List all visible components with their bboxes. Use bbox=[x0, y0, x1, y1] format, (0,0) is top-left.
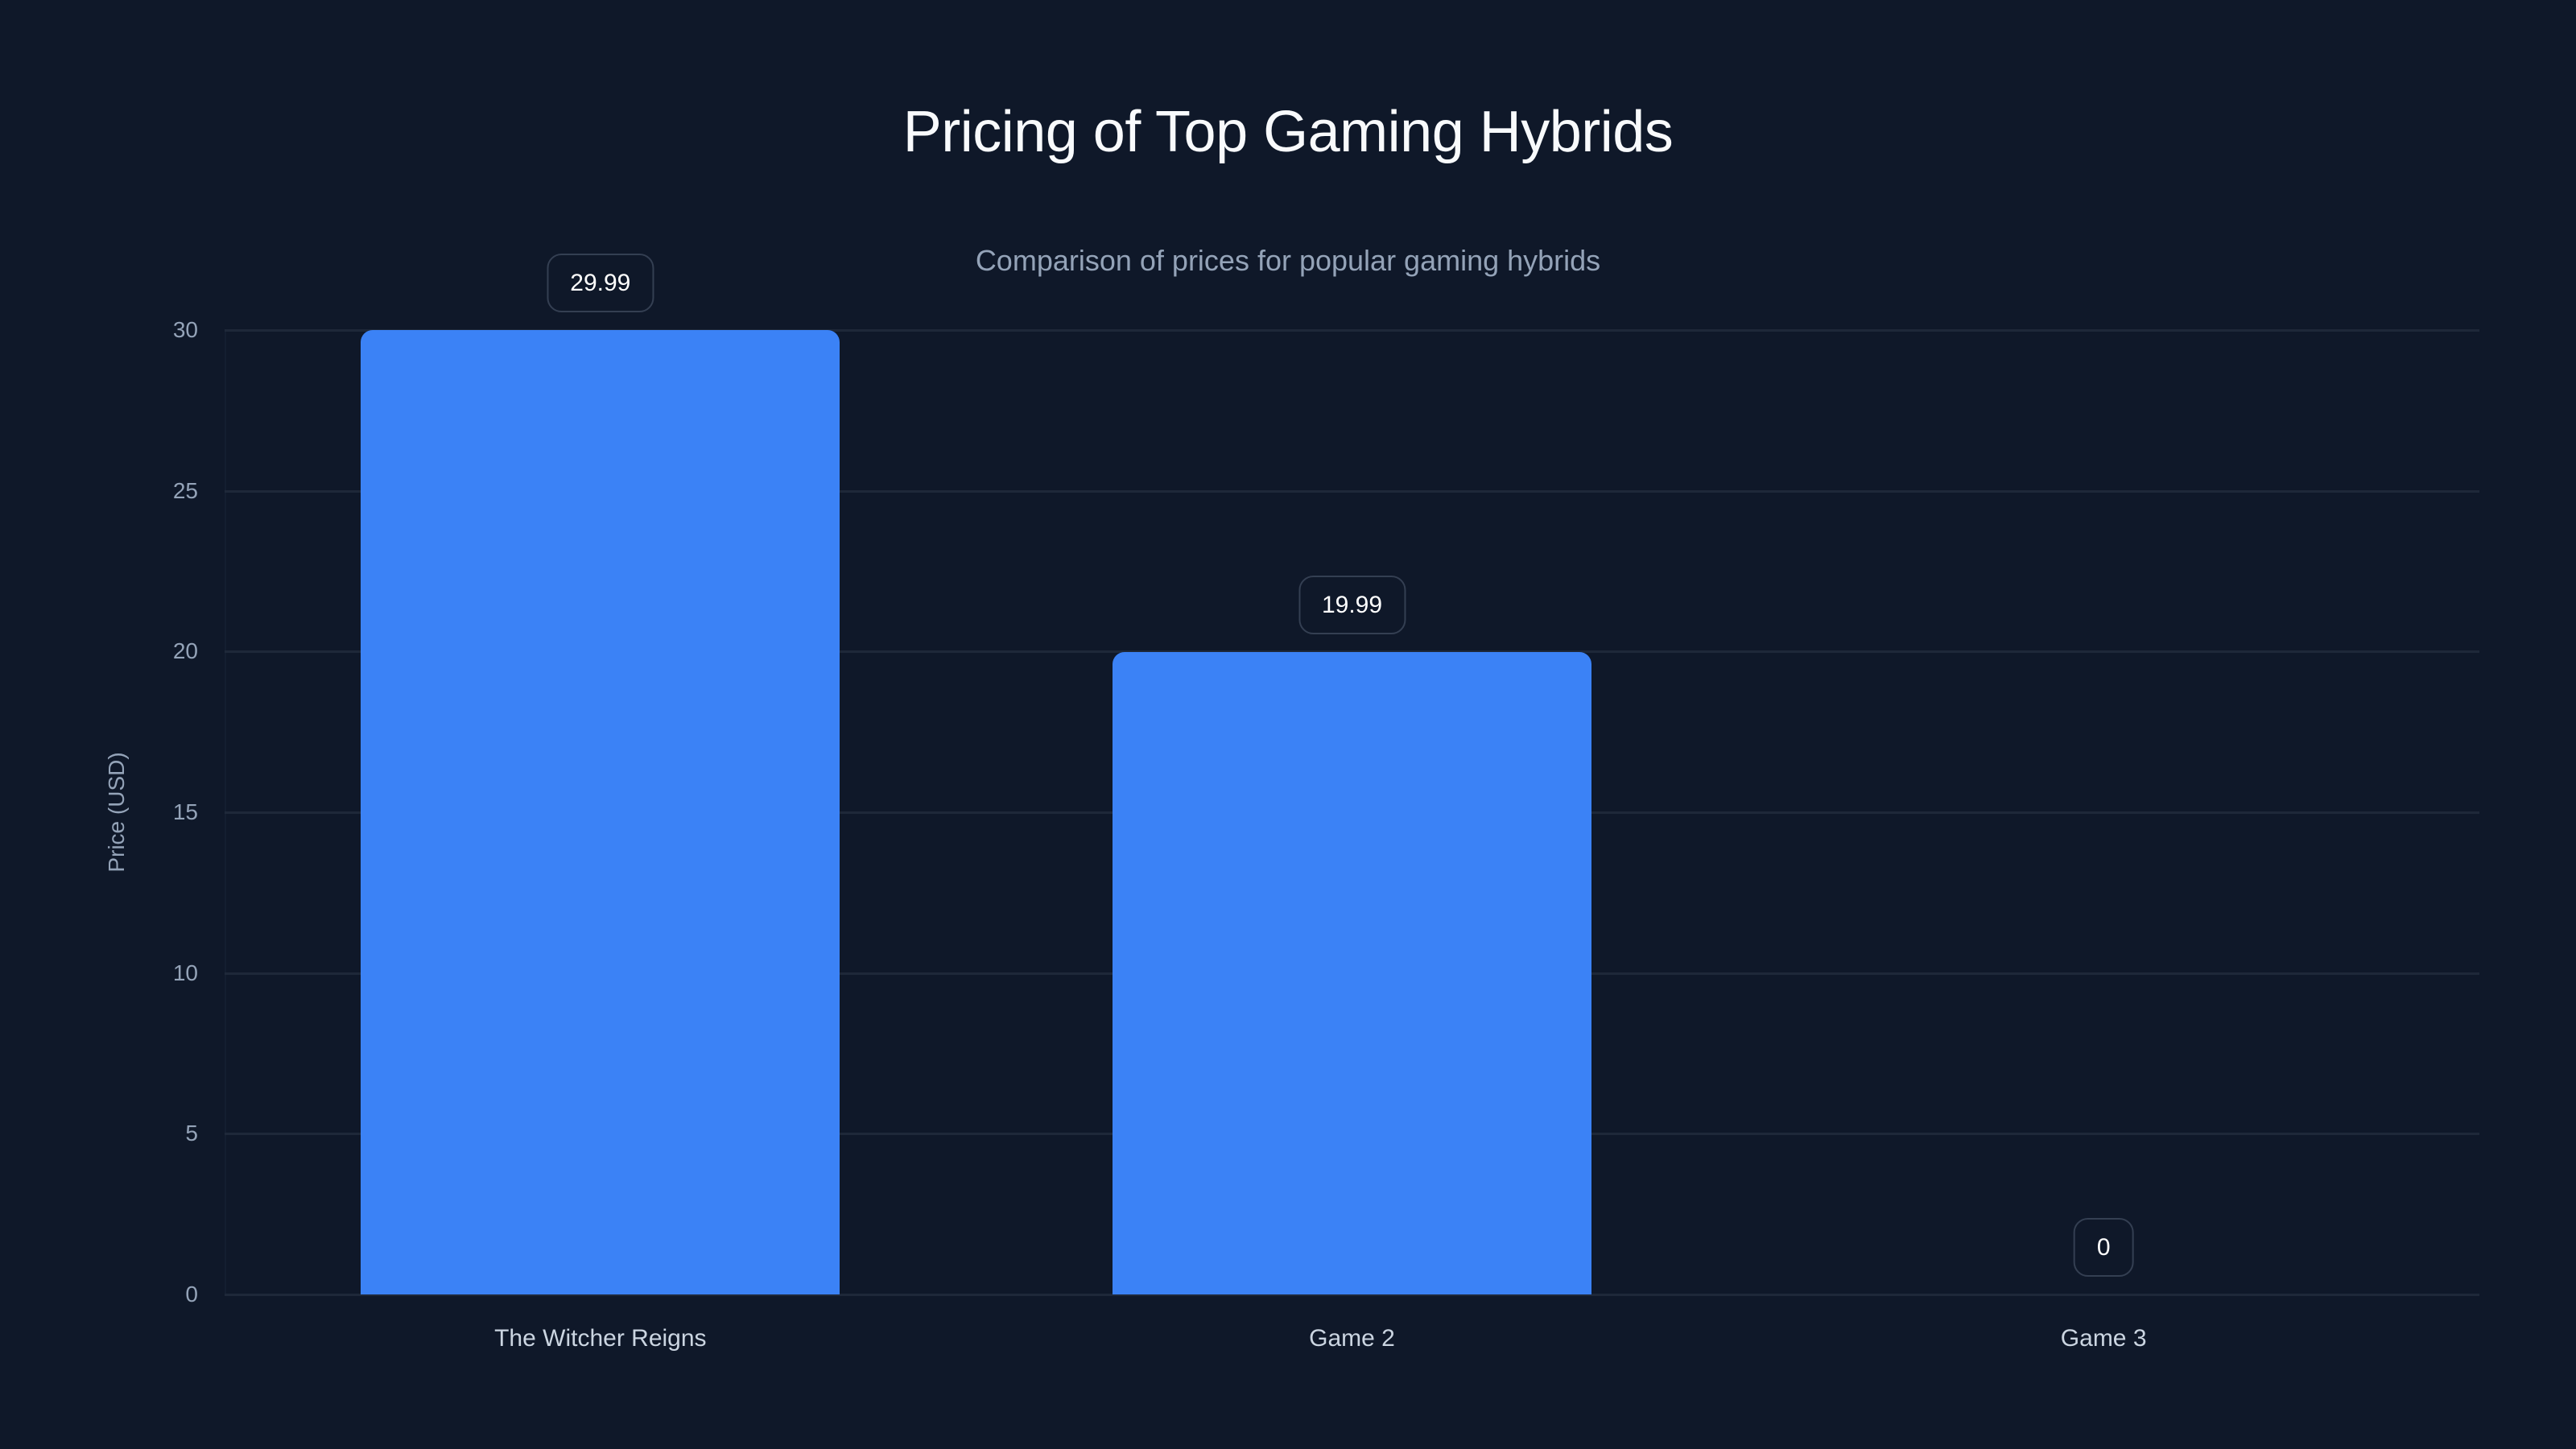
bar[interactable] bbox=[1113, 651, 1591, 1294]
y-tick-label: 30 bbox=[172, 317, 198, 342]
y-tick-label: 5 bbox=[185, 1121, 198, 1146]
x-category-label: Game 3 bbox=[2060, 1325, 2147, 1352]
value-label-badge: 0 bbox=[2073, 1218, 2134, 1277]
value-label-badge: 29.99 bbox=[547, 254, 654, 313]
value-label-badge: 19.99 bbox=[1298, 575, 1406, 634]
gridline bbox=[225, 489, 2479, 493]
chart-subtitle: Comparison of prices for popular gaming … bbox=[975, 244, 1601, 277]
x-category-label: Game 2 bbox=[1309, 1325, 1395, 1352]
y-tick-label: 20 bbox=[172, 638, 198, 664]
gridline bbox=[225, 1294, 2479, 1296]
chart-title: Pricing of Top Gaming Hybrids bbox=[902, 100, 1674, 164]
bar[interactable] bbox=[361, 330, 840, 1294]
gridline bbox=[225, 329, 2479, 332]
y-tick-label: 0 bbox=[185, 1282, 198, 1307]
y-tick-label: 10 bbox=[172, 960, 198, 985]
y-tick-label: 25 bbox=[172, 477, 198, 503]
y-tick-label: 15 bbox=[172, 799, 198, 824]
x-category-label: The Witcher Reigns bbox=[494, 1325, 707, 1352]
